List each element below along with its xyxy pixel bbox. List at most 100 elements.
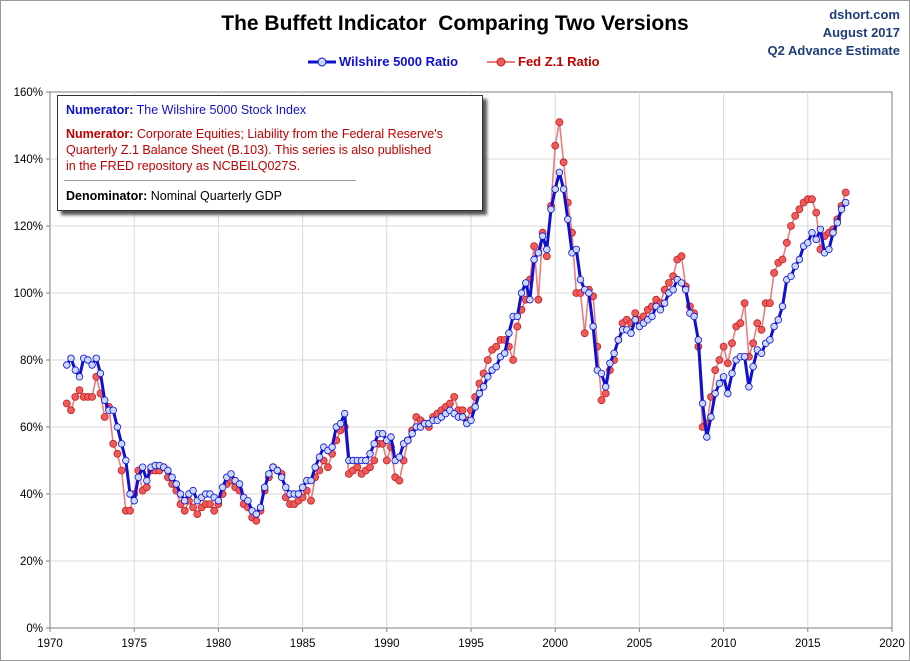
data-point-wilshire [484,373,492,381]
data-point-wilshire [757,349,766,357]
data-point-wilshire [467,416,475,424]
data-point-wilshire [816,225,825,233]
y-tick-label: 100% [14,288,43,300]
data-point-wilshire [404,436,412,445]
data-point-fed [483,356,492,364]
data-point-wilshire [501,349,509,357]
data-point-wilshire [96,369,105,378]
x-tick-label: 1975 [121,638,147,650]
data-point-wilshire [63,361,71,369]
data-point-wilshire [787,272,795,280]
data-point-wilshire [808,228,816,237]
data-point-wilshire [749,363,757,371]
data-point-wilshire [328,443,336,451]
data-point-fed [728,339,736,348]
data-point-fed [513,322,522,331]
data-point-fed [252,516,261,525]
data-point-wilshire [294,490,303,498]
data-point-wilshire [677,279,686,287]
data-point-fed [723,359,732,368]
data-point-wilshire [774,316,782,324]
data-point-wilshire [336,419,345,428]
data-point-wilshire [189,486,197,495]
data-point-wilshire [610,349,618,357]
data-point-wilshire [475,389,484,398]
data-point-wilshire [564,215,572,223]
y-tick-label: 160% [14,87,43,99]
data-point-wilshire [513,312,521,321]
data-point-wilshire [812,235,820,244]
data-point-fed [450,392,459,401]
x-tick-label: 1980 [206,638,232,650]
data-point-fed [370,456,379,465]
y-tick-label: 0% [26,623,43,635]
data-point-wilshire [547,205,555,213]
data-point-fed [307,496,315,505]
data-point-wilshire [795,255,804,264]
data-point-wilshire [703,433,711,441]
data-point-wilshire [492,363,500,371]
data-point-wilshire [315,453,324,461]
y-tick-label: 120% [14,221,43,233]
data-point-fed [787,222,795,230]
data-point-wilshire [833,218,841,227]
data-point-fed [530,242,538,251]
data-point-wilshire [804,239,812,247]
chart-title: The Buffett Indicator Comparing Two Vers… [221,12,689,35]
data-point-wilshire [669,286,677,294]
data-point-fed [126,506,134,515]
data-point-fed [542,252,551,261]
data-point-wilshire [214,497,223,505]
data-point-wilshire [273,466,281,475]
data-point-fed [100,413,109,421]
data-point-fed [778,255,787,264]
tick-labels: 1970 1975 1980 1985 1990 1995 2000 2005 2010 2015… [14,87,905,650]
x-tick-label: 2010 [711,638,737,650]
data-point-wilshire [370,440,378,448]
data-point-fed [740,299,749,308]
data-point-wilshire [218,483,227,491]
x-tick-label: 1970 [37,638,63,650]
data-point-wilshire [134,473,143,481]
data-point-wilshire [661,299,669,307]
data-point-wilshire [656,306,665,314]
data-point-wilshire [825,245,833,254]
data-point-wilshire [745,383,753,391]
data-point-fed [88,392,96,401]
data-point-fed [665,278,673,287]
data-point-wilshire [387,433,395,441]
chart-legend: Wilshire 5000 Ratio Fed Z.1 Ratio [0,52,910,72]
data-point-fed [677,252,686,261]
data-point-wilshire [522,279,530,287]
data-point-wilshire [517,289,526,297]
data-point-wilshire [67,354,75,362]
legend-label-wilshire: Wilshire 5000 Ratio [339,54,459,69]
y-tick-label: 60% [20,422,43,434]
data-point-fed [71,392,80,401]
data-point-wilshire [265,470,273,478]
data-point-wilshire [311,463,319,471]
data-point-wilshire [164,466,172,475]
data-point-fed [753,319,762,328]
data-point-wilshire [572,245,580,254]
data-point-fed [559,158,568,167]
note-fed-label: Numerator: [66,127,134,141]
note-fed-numerator: Numerator: Corporate Equities; Liability… [66,126,443,174]
data-point-wilshire [534,249,543,257]
data-point-wilshire [122,456,130,465]
data-point-fed [749,339,757,348]
data-point-fed [534,295,543,304]
data-point-wilshire [694,336,702,344]
data-point-wilshire [555,168,564,177]
data-point-wilshire [341,409,349,418]
y-tick-label: 80% [20,355,43,367]
data-point-fed [67,406,75,415]
y-tick-label: 140% [14,154,43,166]
data-point-wilshire [707,413,715,421]
legend-swatch-wilshire [308,57,336,67]
notes-box: Numerator: The Wilshire 5000 Stock Index… [57,95,483,211]
data-point-wilshire [698,399,707,408]
data-point-fed [841,188,850,197]
data-point-fed [766,299,774,308]
data-point-wilshire [75,373,84,381]
